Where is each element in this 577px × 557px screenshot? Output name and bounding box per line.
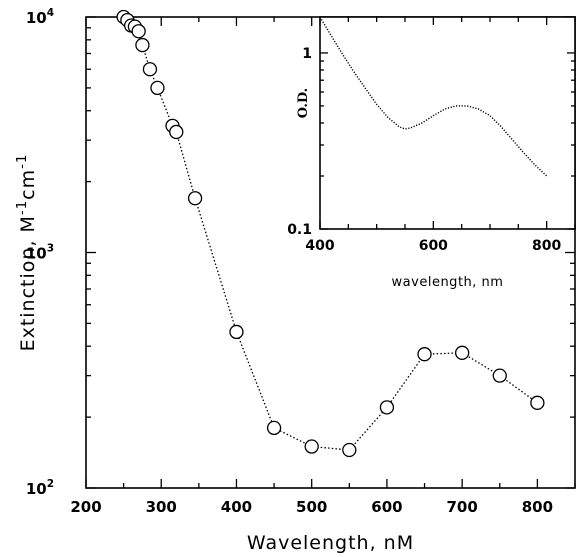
data-point: [492, 368, 507, 383]
y-tick-label-base: 10: [26, 9, 47, 27]
series-line: [123, 16, 538, 451]
inset-x-tick-label: 800: [532, 238, 561, 254]
data-point: [455, 345, 470, 360]
inset-y-tick-label: 1: [302, 46, 312, 62]
inset-x-tick-label: 400: [305, 238, 334, 254]
y-tick-label-base: 10: [26, 245, 47, 263]
data-point: [417, 347, 432, 362]
x-tick-label: 400: [221, 498, 252, 516]
x-tick-label: 200: [70, 498, 101, 516]
x-tick-label: 800: [522, 498, 553, 516]
x-tick-label: 600: [371, 498, 402, 516]
data-point: [142, 62, 158, 77]
y-tick-label-base: 10: [26, 480, 47, 498]
x-tick-label: 500: [296, 498, 327, 516]
y-axis-label-exponent: -1: [15, 200, 30, 215]
y-tick-label: 103: [26, 243, 54, 263]
y-tick-label: 102: [26, 478, 54, 498]
data-point: [304, 439, 319, 454]
inset-x-tick-label: 600: [419, 238, 448, 254]
data-point: [150, 80, 165, 96]
data-point: [266, 420, 282, 436]
x-tick-label: 700: [446, 498, 477, 516]
y-axis-label-text: Extinction, M: [17, 215, 39, 351]
x-tick-label: 300: [146, 498, 177, 516]
y-axis-label-unit: cm: [17, 169, 39, 200]
inset-y-tick-label: 0.1: [287, 222, 312, 238]
data-point: [342, 442, 357, 458]
y-tick-label-exponent: 3: [47, 243, 54, 255]
y-tick-label-exponent: 4: [47, 7, 54, 19]
y-tick-label: 104: [26, 7, 54, 27]
data-point: [229, 324, 244, 340]
data-point: [187, 191, 203, 206]
x-axis-label: Wavelength, nM: [247, 532, 414, 554]
inset-background: [320, 17, 575, 229]
data-point: [169, 124, 184, 140]
data-point: [530, 395, 545, 410]
inset-y-axis-label: O.D.: [296, 88, 311, 118]
data-point: [379, 400, 395, 415]
y-tick-label-exponent: 2: [47, 478, 54, 490]
data-point: [131, 24, 146, 39]
y-axis-label: Extinction, M-1cm-1: [15, 154, 39, 352]
inset-x-axis-label: wavelength, nm: [392, 275, 504, 290]
data-point: [135, 37, 150, 53]
y-axis-label-exponent: -1: [15, 154, 30, 169]
main-plot: 200 300 400 500 600 700 800102103104Wavelength…: [15, 7, 576, 554]
inset-plot: 400 600 800 0.1 1 wavelength, nm O.D.: [287, 16, 576, 290]
